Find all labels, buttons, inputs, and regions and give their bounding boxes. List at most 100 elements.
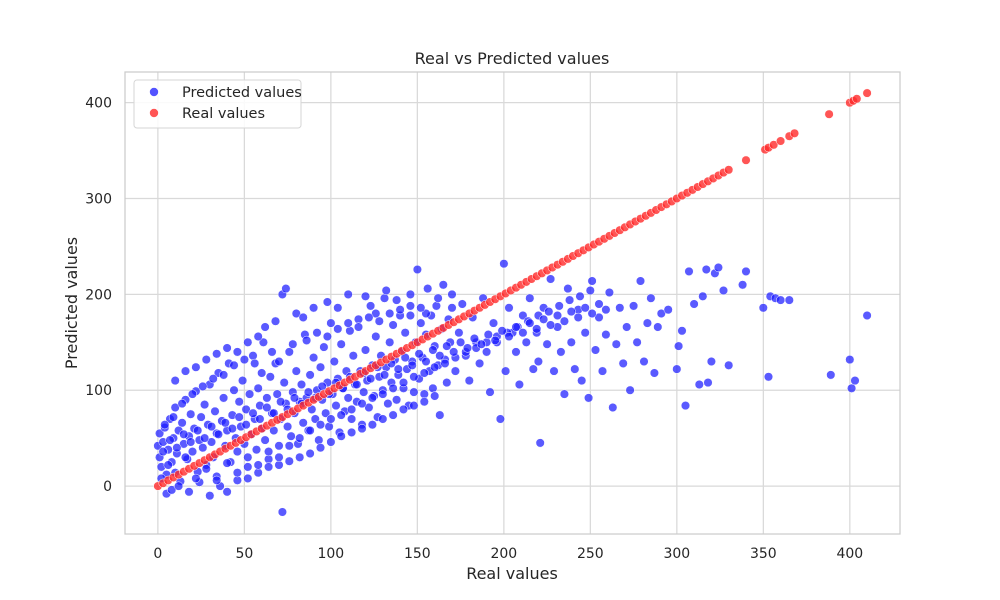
predicted-point [364, 312, 374, 322]
predicted-point [632, 337, 642, 347]
predicted-point [298, 312, 308, 322]
predicted-point [198, 381, 208, 391]
predicted-point [174, 481, 184, 491]
predicted-point [412, 264, 422, 275]
predicted-point [763, 372, 774, 382]
predicted-point [409, 372, 419, 382]
predicted-point [501, 366, 511, 376]
predicted-point [577, 376, 587, 386]
predicted-point [724, 360, 734, 370]
legend-marker-real [149, 108, 159, 118]
predicted-point [241, 404, 251, 414]
predicted-point [398, 404, 409, 414]
predicted-point [264, 447, 274, 457]
predicted-point [196, 412, 206, 422]
predicted-point [272, 389, 282, 399]
predicted-point [239, 355, 249, 365]
x-tick-label: 50 [235, 546, 253, 562]
predicted-point [360, 345, 371, 355]
predicted-point [270, 316, 281, 326]
predicted-point [456, 337, 466, 347]
predicted-point [419, 389, 429, 399]
predicted-point [186, 409, 196, 419]
predicted-point [314, 435, 324, 445]
predicted-point [267, 347, 277, 357]
predicted-point [580, 303, 590, 313]
real-point [824, 109, 834, 119]
predicted-point [283, 422, 293, 432]
predicted-point [381, 285, 391, 296]
predicted-point [462, 343, 473, 353]
predicted-point [405, 301, 415, 311]
predicted-point [556, 347, 566, 357]
predicted-point [315, 420, 326, 430]
predicted-point [234, 412, 244, 422]
predicted-point [315, 362, 326, 372]
predicted-point [546, 320, 556, 330]
predicted-point [649, 368, 659, 378]
predicted-point [525, 318, 535, 328]
predicted-point [393, 364, 403, 374]
predicted-point [475, 358, 485, 368]
predicted-point [274, 441, 284, 451]
predicted-point [554, 301, 564, 311]
predicted-point [357, 424, 367, 434]
predicted-point [504, 303, 514, 313]
predicted-point [585, 285, 595, 296]
predicted-point [419, 397, 429, 407]
predicted-point [525, 293, 535, 303]
data-points [153, 88, 872, 517]
predicted-point [450, 366, 460, 376]
predicted-point [549, 366, 559, 376]
predicted-point [167, 485, 177, 495]
predicted-point [251, 445, 262, 455]
predicted-point [274, 452, 284, 462]
predicted-point [347, 404, 357, 414]
predicted-point [245, 389, 255, 399]
predicted-point [518, 310, 528, 321]
predicted-point [826, 370, 836, 380]
predicted-point [680, 401, 691, 411]
predicted-point [248, 408, 258, 418]
y-tick-label: 0 [103, 479, 112, 495]
predicted-point [279, 378, 289, 388]
predicted-point [367, 393, 377, 403]
x-axis-label: Real values [466, 564, 558, 583]
x-tick-label: 350 [750, 546, 777, 562]
ticks: 0 50 100 150 200 250 300 350 400 0 100 200 300 400 [85, 96, 863, 562]
predicted-point [333, 303, 343, 313]
predicted-point [698, 291, 708, 301]
predicted-point [286, 431, 296, 441]
predicted-point [587, 308, 597, 319]
predicted-point [435, 410, 445, 420]
predicted-point [232, 475, 242, 485]
predicted-point [414, 349, 424, 359]
predicted-point [776, 295, 786, 305]
predicted-point [187, 447, 198, 457]
predicted-point [295, 433, 305, 443]
predicted-point [416, 303, 426, 313]
predicted-point [262, 402, 272, 413]
predicted-point [343, 289, 353, 299]
predicted-point [238, 376, 248, 386]
predicted-point [305, 425, 315, 436]
y-tick-label: 100 [85, 383, 112, 399]
predicted-point [305, 448, 315, 459]
predicted-point [248, 351, 258, 361]
predicted-point [497, 326, 507, 336]
predicted-point [706, 356, 716, 367]
predicted-point [200, 400, 210, 410]
predicted-point [288, 339, 298, 349]
predicted-point [701, 264, 711, 275]
predicted-point [366, 374, 376, 384]
predicted-point [784, 295, 794, 305]
predicted-point [388, 410, 398, 420]
predicted-point [594, 312, 604, 322]
predicted-point [409, 387, 419, 397]
predicted-point [421, 356, 431, 367]
predicted-point [488, 318, 499, 328]
predicted-point [229, 385, 239, 395]
predicted-point [243, 473, 253, 483]
x-tick-label: 250 [577, 546, 604, 562]
predicted-point [511, 347, 521, 357]
